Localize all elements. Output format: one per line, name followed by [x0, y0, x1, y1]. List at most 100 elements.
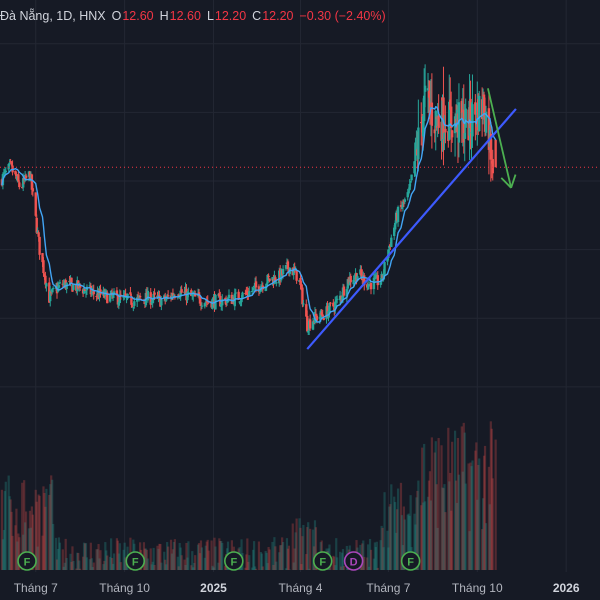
- volume-bar: [293, 548, 296, 570]
- volume-bar: [476, 499, 479, 570]
- candle-body: [295, 270, 298, 281]
- support-trendline: [306, 108, 517, 350]
- candle-body: [332, 302, 335, 307]
- high-label: H: [159, 9, 169, 23]
- candle-body: [84, 291, 88, 293]
- volume-bar: [427, 480, 431, 570]
- candle-body: [8, 162, 11, 164]
- candle-body: [36, 231, 39, 233]
- volume-bar: [158, 543, 161, 570]
- volume-bar: [92, 562, 95, 570]
- candle-body: [192, 295, 195, 297]
- candle-body: [223, 298, 227, 300]
- volume-bar: [457, 474, 461, 570]
- volume-bar: [58, 542, 62, 570]
- candle-body: [158, 295, 161, 297]
- volume-bar: [83, 543, 87, 570]
- volume-bar: [9, 499, 12, 570]
- volume-bar: [329, 564, 332, 570]
- candle-body: [234, 292, 237, 294]
- candle-body: [164, 298, 168, 301]
- volume-bar: [196, 544, 200, 570]
- volume-bar: [484, 523, 488, 570]
- volume-bar: [426, 496, 430, 570]
- volume-bar: [44, 506, 47, 570]
- volume-bar: [3, 491, 6, 570]
- dividend-marker[interactable]: D: [343, 551, 364, 571]
- volume-bar: [98, 558, 101, 570]
- candle-body: [286, 261, 290, 270]
- candle-body: [117, 301, 121, 306]
- volume-bar: [406, 514, 409, 570]
- volume-bar: [482, 455, 486, 570]
- candle-body: [422, 95, 426, 122]
- event-marker-circle: [312, 551, 333, 571]
- volume-bar: [125, 563, 128, 570]
- volume-bar: [390, 484, 393, 570]
- volume-bar: [186, 557, 189, 570]
- volume-bar: [456, 438, 460, 570]
- volume-bar: [267, 547, 270, 570]
- volume-bar: [207, 550, 210, 570]
- candle-body: [388, 245, 391, 249]
- candle-body: [205, 301, 208, 303]
- candle-body: [18, 182, 21, 188]
- earnings-marker[interactable]: F: [224, 551, 244, 571]
- volume-bar: [153, 564, 156, 570]
- earnings-marker[interactable]: F: [17, 551, 37, 571]
- volume-bar: [408, 515, 411, 570]
- volume-bar: [284, 568, 288, 570]
- candle-body: [321, 314, 324, 317]
- candle-body: [42, 260, 45, 274]
- earnings-marker[interactable]: F: [400, 551, 421, 571]
- volume-bar: [88, 559, 91, 570]
- volume-bar: [285, 538, 289, 570]
- candle-body: [265, 283, 268, 286]
- volume-bar: [454, 480, 458, 570]
- candle-body: [250, 291, 254, 293]
- volume-bar: [265, 552, 268, 570]
- candle-body: [31, 188, 35, 192]
- candle-body: [152, 293, 155, 299]
- volume-bar: [91, 567, 94, 570]
- candle-body: [129, 292, 132, 295]
- volume-bar: [334, 565, 337, 570]
- earnings-marker[interactable]: F: [312, 551, 333, 571]
- candle-body: [302, 303, 305, 305]
- volume-bar: [29, 527, 33, 570]
- volume-bar: [142, 542, 146, 570]
- volume-bar: [413, 513, 416, 570]
- volume-bar: [373, 542, 376, 570]
- candle-body: [246, 290, 249, 295]
- volume-bar: [143, 548, 147, 570]
- candle-body: [132, 307, 135, 309]
- volume-bar: [81, 556, 85, 570]
- volume-bar: [21, 482, 24, 570]
- volume-bar: [217, 562, 220, 570]
- volume-bar: [252, 549, 255, 570]
- volume-bar: [366, 557, 369, 570]
- earnings-marker[interactable]: F: [125, 551, 146, 571]
- event-marker-label: F: [24, 557, 31, 569]
- candle-body: [111, 293, 115, 298]
- volume-bar: [253, 566, 257, 570]
- candle-body: [342, 286, 346, 296]
- candle-body: [191, 294, 194, 296]
- volume-bar: [247, 561, 250, 570]
- candle-body: [83, 289, 87, 291]
- candle-body: [403, 199, 407, 202]
- candle-body: [382, 273, 385, 279]
- volume-bar: [102, 564, 105, 570]
- volume-bar: [333, 556, 336, 570]
- candle-body: [314, 313, 318, 317]
- candle-body: [108, 294, 112, 302]
- volume-bar: [180, 555, 183, 570]
- volume-bar: [18, 537, 21, 570]
- volume-bar: [447, 427, 450, 570]
- volume-bar: [403, 519, 406, 570]
- candle-body: [95, 295, 98, 297]
- volume-bar: [260, 553, 263, 570]
- volume-bar: [172, 541, 176, 570]
